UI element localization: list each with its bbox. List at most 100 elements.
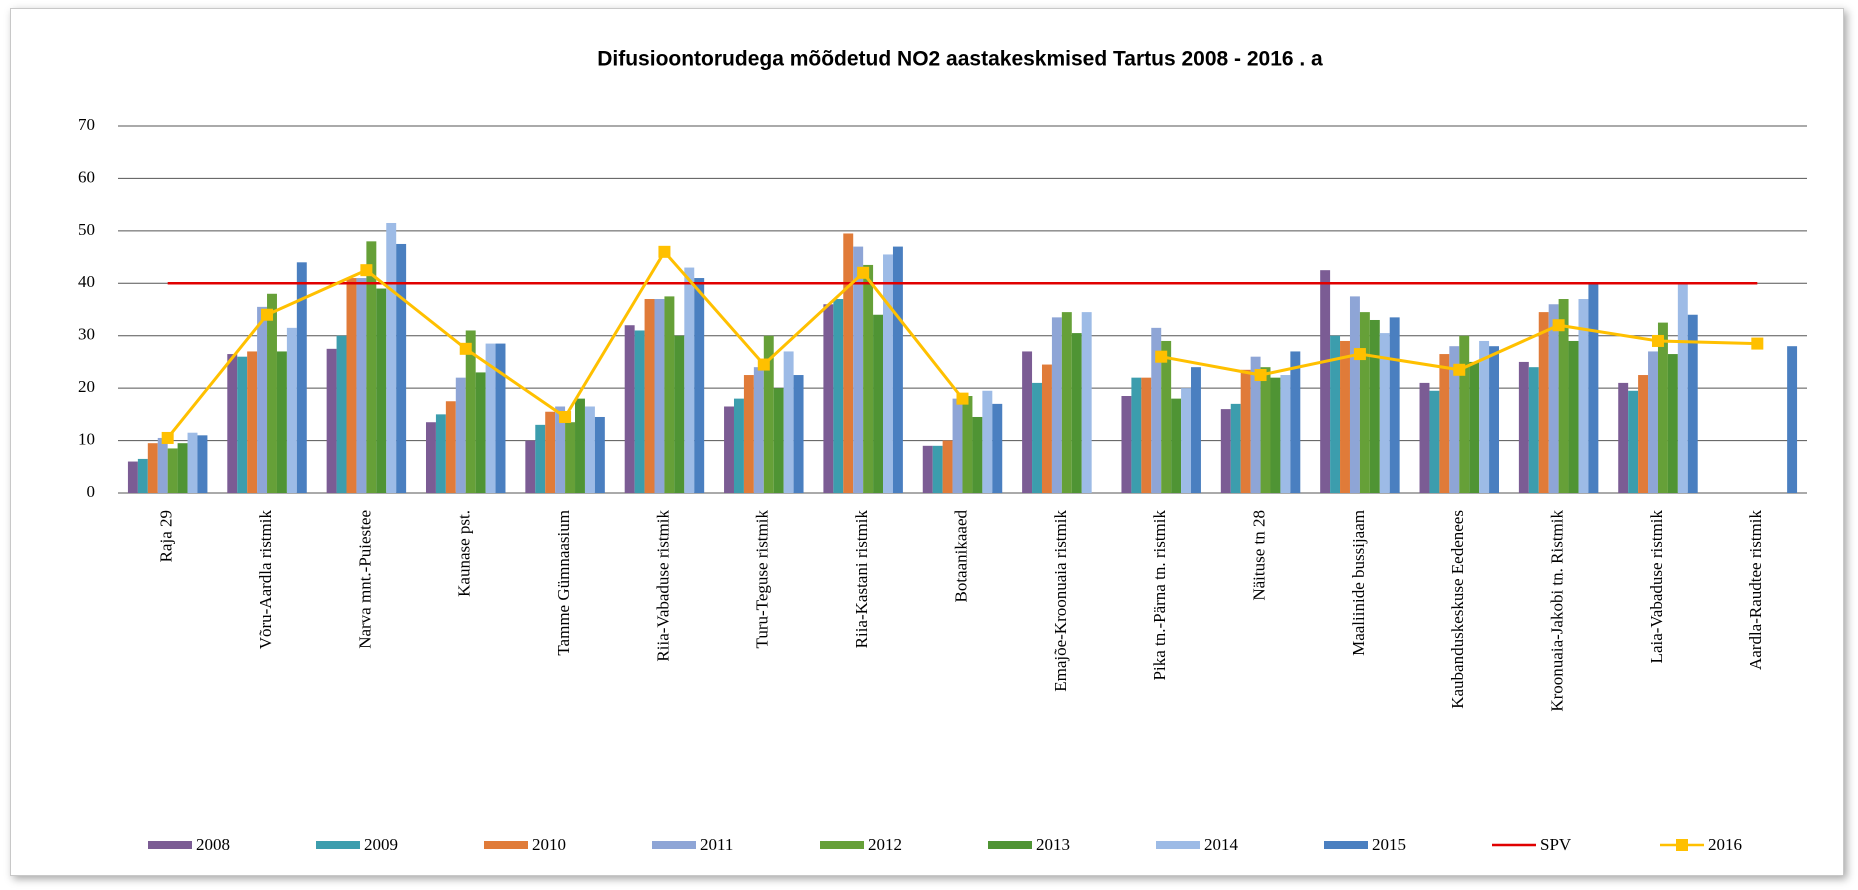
bar (684, 267, 695, 493)
line-marker (360, 264, 373, 277)
bar (356, 278, 367, 493)
bar (336, 335, 347, 493)
bar (1588, 283, 1599, 493)
y-tick-label: 10 (78, 429, 95, 448)
legend-item: 2010 (484, 835, 566, 854)
bar (863, 264, 874, 493)
legend-label: SPV (1540, 835, 1572, 854)
bar (366, 241, 377, 493)
legend-label: 2011 (700, 835, 733, 854)
bar (1568, 340, 1579, 493)
legend-swatch (820, 841, 864, 849)
chart-title: Difusioontorudega mõõdetud NO2 aastakesk… (597, 48, 1323, 71)
bar (1230, 403, 1241, 493)
bar (674, 335, 685, 493)
legend-swatch (1156, 841, 1200, 849)
line-marker (1651, 334, 1664, 347)
bar (1479, 340, 1490, 493)
line-marker (459, 342, 472, 355)
bar (962, 396, 973, 493)
legend-swatch (1676, 839, 1688, 851)
legend-label: 2016 (1708, 835, 1742, 854)
line-marker (1254, 369, 1267, 382)
legend-swatch (316, 841, 360, 849)
x-tick-label: Kaunase pst. (455, 510, 474, 597)
bar (1032, 382, 1042, 493)
x-tick-label: Turu-Teguse ristmik (753, 510, 772, 649)
bar (1171, 398, 1182, 493)
x-tick-label: Tamme Gümnaasium (554, 510, 573, 656)
bar (892, 246, 903, 493)
bar (1677, 283, 1688, 493)
legend-item: 2011 (652, 835, 733, 854)
bar (753, 367, 764, 493)
bar (1290, 351, 1301, 493)
bar (525, 440, 536, 493)
legend-label: 2008 (196, 835, 230, 854)
x-tick-label: Maaliinide bussijaam (1349, 510, 1368, 656)
line-marker (1155, 350, 1168, 363)
bar (267, 293, 277, 493)
bar (1181, 388, 1192, 493)
legend-label: 2010 (532, 835, 566, 854)
bar (435, 414, 446, 493)
bar (853, 246, 864, 493)
bar (1667, 354, 1678, 493)
bar (1359, 312, 1370, 493)
bar (495, 343, 506, 493)
bar (942, 440, 953, 493)
bar (376, 288, 387, 493)
bar (565, 422, 576, 493)
bar (1648, 351, 1658, 493)
bar (833, 299, 844, 493)
bar (1618, 382, 1629, 493)
bar (1449, 346, 1460, 493)
bar (1071, 333, 1082, 493)
bar (1379, 333, 1390, 493)
bar (972, 416, 983, 493)
bar (773, 388, 784, 493)
bar (1141, 377, 1152, 493)
bar (177, 443, 188, 493)
y-tick-label: 70 (78, 115, 95, 134)
bar (664, 296, 675, 493)
legend-swatch (484, 841, 528, 849)
legend-label: 2012 (868, 835, 902, 854)
bar (1280, 375, 1291, 493)
bar (167, 448, 178, 493)
legend-swatch (1324, 841, 1368, 849)
bar (1240, 369, 1251, 493)
legend-label: 2015 (1372, 835, 1406, 854)
bar (147, 443, 158, 493)
bar (1489, 346, 1500, 493)
bar (1538, 312, 1549, 493)
line-marker (1453, 363, 1466, 376)
bar (1628, 390, 1639, 493)
line-marker (658, 245, 671, 258)
bar (555, 406, 566, 493)
bar (575, 398, 585, 493)
bar (624, 325, 635, 493)
bar (247, 351, 258, 493)
legend-item: 2012 (820, 835, 902, 854)
bar (1061, 312, 1072, 493)
bar (296, 262, 307, 493)
y-tick-label: 20 (78, 377, 95, 396)
legend-item: SPV (1492, 835, 1572, 854)
y-tick-label: 30 (78, 325, 95, 344)
x-tick-label: Kaubanduskeskuse Eedenees (1448, 510, 1467, 709)
bar (157, 437, 168, 493)
bar (1518, 361, 1529, 493)
bar (1041, 364, 1052, 493)
bar (694, 278, 705, 493)
bar (346, 278, 357, 493)
bar (1340, 340, 1350, 493)
legend-label: 2014 (1204, 835, 1239, 854)
bar (1369, 319, 1380, 493)
bar (1349, 296, 1360, 493)
bar (1250, 356, 1261, 493)
bar (1151, 327, 1162, 493)
bar (1578, 299, 1589, 493)
bar (1558, 299, 1569, 493)
